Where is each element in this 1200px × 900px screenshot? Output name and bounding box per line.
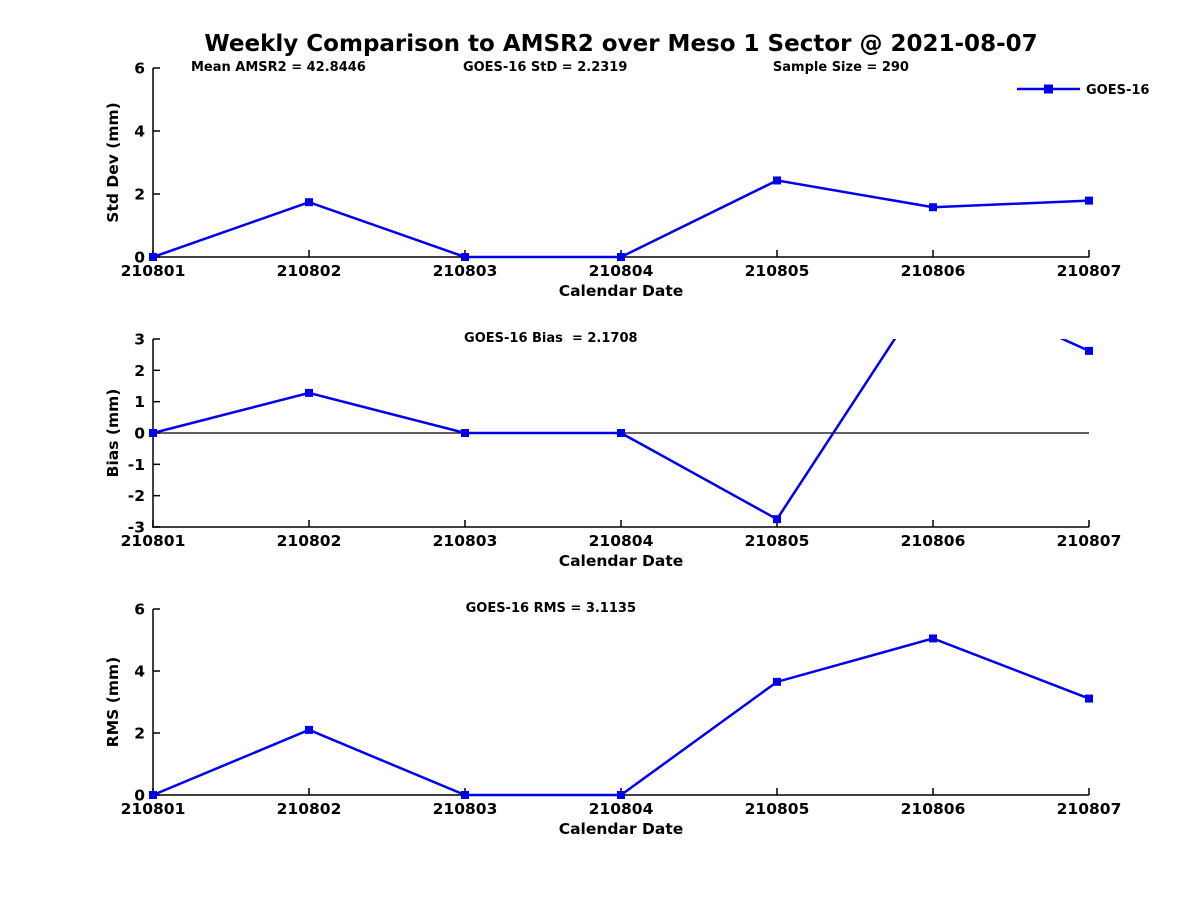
y-tick-label: -3: [128, 519, 145, 537]
data-marker: [773, 515, 781, 524]
data-line: [152, 339, 1090, 521]
annotation: GOES-16 StD = 2.2319: [463, 60, 627, 75]
y-tick-label: 4: [134, 123, 145, 141]
annotation: GOES-16 Bias = 2.1708: [464, 331, 638, 346]
data-marker: [305, 198, 313, 207]
y-tick-label: 0: [134, 249, 145, 267]
x-tick-label: 210802: [277, 262, 342, 280]
y-tick-label: 6: [134, 601, 145, 619]
legend-label: GOES-16: [1086, 83, 1149, 98]
y-tick-label: 2: [134, 186, 145, 204]
data-marker: [149, 429, 157, 437]
x-tick-label: 210806: [901, 800, 966, 818]
x-tick-label: 210805: [745, 262, 810, 280]
x-tick-label: 210805: [745, 800, 810, 818]
x-tick-label: 210801: [121, 532, 186, 550]
data-marker: [617, 791, 625, 799]
y-axis-label: RMS (mm): [104, 657, 122, 747]
x-tick-label: 210802: [277, 532, 342, 550]
x-tick-label: 210806: [901, 262, 966, 280]
x-tick-label: 210802: [277, 800, 342, 818]
data-marker: [149, 791, 157, 799]
x-tick-label: 210801: [121, 800, 186, 818]
y-tick-label: 3: [134, 331, 145, 349]
data-marker: [1085, 346, 1093, 355]
data-marker: [1085, 694, 1093, 703]
x-tick-label: 210807: [1057, 800, 1122, 818]
data-line: [152, 637, 1090, 797]
x-axis-label: Calendar Date: [559, 282, 684, 300]
x-tick-label: 210807: [1057, 262, 1122, 280]
y-tick-label: 4: [134, 663, 145, 681]
x-tick-label: 210804: [589, 262, 654, 280]
y-tick-label: -1: [128, 456, 145, 474]
std-dev-chart: 0 2 4 6 210801 210802 210803 210804 210805 210806…: [104, 60, 1149, 301]
x-tick-label: 210804: [589, 800, 654, 818]
x-tick-label: 210803: [433, 800, 498, 818]
y-tick-label: 2: [134, 725, 145, 743]
legend-marker: [1044, 84, 1053, 94]
data-line: [152, 179, 1090, 259]
legend: GOES-16: [1017, 83, 1149, 98]
annotation: Sample Size = 290: [773, 60, 909, 75]
y-tick-label: 2: [134, 362, 145, 380]
y-axis-label: Bias (mm): [104, 389, 122, 478]
y-tick-label: 1: [134, 393, 145, 411]
x-tick-label: 210806: [901, 532, 966, 550]
data-marker: [929, 634, 937, 643]
annotation: GOES-16 RMS = 3.1135: [466, 601, 636, 616]
data-marker: [1085, 196, 1093, 205]
data-marker: [617, 429, 625, 437]
data-marker: [461, 253, 469, 261]
data-marker: [617, 253, 625, 261]
data-marker: [773, 677, 781, 686]
data-marker: [461, 429, 469, 437]
x-tick-label: 210803: [433, 262, 498, 280]
y-axis-label: Std Dev (mm): [104, 102, 122, 222]
y-tick-label: 6: [134, 60, 145, 78]
data-marker: [305, 725, 313, 734]
rms-chart: 0 2 4 6 210801 210802 210803 210804 210805 210806…: [104, 601, 1121, 839]
x-axis-label: Calendar Date: [559, 820, 684, 838]
data-marker: [929, 203, 937, 212]
y-tick-label: -2: [128, 487, 145, 505]
x-tick-label: 210805: [745, 532, 810, 550]
data-marker: [773, 176, 781, 185]
x-tick-label: 210804: [589, 532, 654, 550]
x-tick-label: 210803: [433, 532, 498, 550]
x-axis-label: Calendar Date: [559, 552, 684, 570]
annotation: Mean AMSR2 = 42.8446: [191, 60, 366, 75]
y-tick-label: 0: [134, 787, 145, 805]
y-tick-label: 0: [134, 425, 145, 443]
data-marker: [305, 388, 313, 397]
data-marker: [461, 791, 469, 799]
page-title: Weekly Comparison to AMSR2 over Meso 1 S…: [204, 31, 1038, 57]
x-tick-label: 210801: [121, 262, 186, 280]
data-marker: [149, 253, 157, 261]
x-tick-label: 210807: [1057, 532, 1122, 550]
